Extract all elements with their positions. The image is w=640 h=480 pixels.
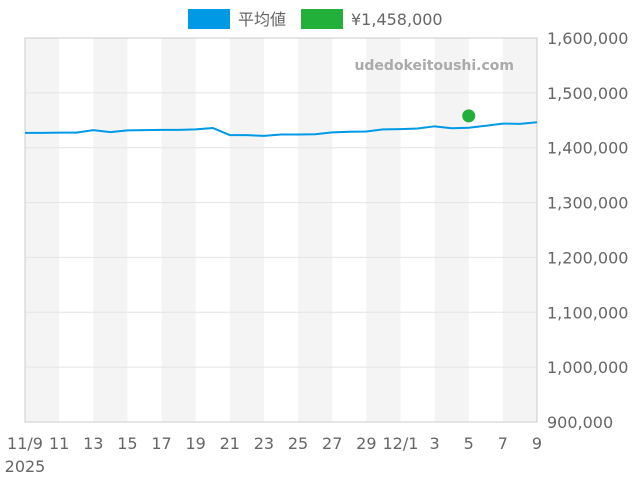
- x-tick-label: 19: [185, 434, 205, 453]
- background-band: [25, 38, 60, 422]
- y-tick-label: 1,100,000: [547, 303, 628, 322]
- price-point: [462, 109, 476, 123]
- y-tick-label: 900,000: [547, 413, 613, 432]
- x-tick-label: 9: [532, 434, 542, 453]
- x-tick-label: 17: [151, 434, 171, 453]
- background-band: [93, 38, 128, 422]
- y-tick-label: 1,300,000: [547, 194, 628, 213]
- x-tick-label: 13: [83, 434, 103, 453]
- y-tick-label: 1,500,000: [547, 84, 628, 103]
- x-tick-label: 15: [117, 434, 137, 453]
- plot-frame: [24, 37, 538, 423]
- legend-swatch-price: [301, 9, 343, 29]
- background-band: [502, 38, 537, 422]
- x-tick-label: 25: [288, 434, 308, 453]
- legend-label-average: 平均値: [238, 10, 286, 29]
- x-year-label: 2025: [5, 457, 46, 476]
- background-band: [161, 38, 196, 422]
- x-tick-label: 29: [356, 434, 376, 453]
- x-tick-label: 27: [322, 434, 342, 453]
- series-line-average: [25, 121, 538, 137]
- watermark: udedokeitoushi.com: [354, 58, 514, 74]
- x-tick-label: 23: [254, 434, 274, 453]
- background-band: [366, 38, 401, 422]
- x-tick-label: 21: [220, 434, 240, 453]
- x-tick-label: 3: [430, 434, 440, 453]
- x-tick-label: 5: [464, 434, 474, 453]
- x-tick-label: 11: [49, 434, 69, 453]
- x-tick-label: 11/9: [7, 434, 43, 453]
- y-tick-label: 1,200,000: [547, 248, 628, 267]
- y-tick-label: 1,000,000: [547, 358, 628, 377]
- x-tick-label: 7: [498, 434, 508, 453]
- legend-swatch-average: [188, 9, 230, 29]
- background-band: [434, 38, 469, 422]
- x-tick-label: 12/1: [382, 434, 418, 453]
- y-tick-label: 1,400,000: [547, 139, 628, 158]
- legend-label-price: ¥1,458,000: [351, 10, 443, 29]
- y-tick-label: 1,600,000: [547, 29, 628, 48]
- background-band: [298, 38, 333, 422]
- background-band: [229, 38, 264, 422]
